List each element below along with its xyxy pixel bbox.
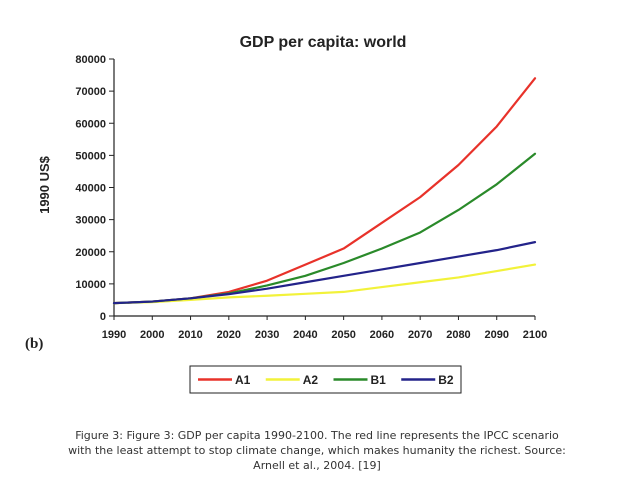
legend-label-b2: B2 xyxy=(438,373,454,387)
x-tick-label: 2000 xyxy=(140,329,164,341)
x-tick-label: 2010 xyxy=(178,329,202,341)
x-tick-label: 2100 xyxy=(523,329,547,341)
series-line-b2 xyxy=(112,241,537,305)
legend-label-a2: A2 xyxy=(303,373,319,387)
y-tick-label: 30000 xyxy=(75,215,106,227)
caption-line-1: Figure 3: Figure 3: GDP per capita 1990-… xyxy=(75,429,559,442)
caption-line-2: with the least attempt to stop climate c… xyxy=(68,444,566,457)
x-tick-label: 2030 xyxy=(255,329,279,341)
x-tick-label: 2090 xyxy=(484,329,508,341)
x-tick-label: 2070 xyxy=(408,329,432,341)
y-axis-label: 1990 US$ xyxy=(37,155,52,214)
legend-label-a1: A1 xyxy=(235,373,251,387)
x-tick-label: 2040 xyxy=(293,329,317,341)
gdp-line-chart: GDP per capita: world 1990 US$ (b) 0 1000… xyxy=(25,34,547,394)
x-tick-label: 2060 xyxy=(370,329,394,341)
y-tick-label: 70000 xyxy=(75,86,106,98)
series-line-a2 xyxy=(112,263,537,305)
legend: A1 A2 B1 B2 xyxy=(189,365,462,394)
x-tick-label: 2050 xyxy=(331,329,355,341)
x-tick-label: 1990 xyxy=(102,329,126,341)
caption-line-3: Arnell et al., 2004. [19] xyxy=(253,459,381,472)
y-tick-label: 80000 xyxy=(75,54,106,66)
chart-title: GDP per capita: world xyxy=(240,34,407,51)
series-line-b1 xyxy=(112,152,537,305)
legend-label-b1: B1 xyxy=(371,373,387,387)
y-tick-label: 60000 xyxy=(75,118,106,130)
plot-area: 0 10000 20000 30000 40000 50000 60000 70000 8000… xyxy=(75,54,547,341)
figure-caption: Figure 3: Figure 3: GDP per capita 1990-… xyxy=(30,428,604,473)
x-tick-label: 2020 xyxy=(217,329,241,341)
y-tick-label: 50000 xyxy=(75,150,106,162)
panel-label: (b) xyxy=(25,336,43,352)
y-tick-label: 20000 xyxy=(75,247,106,259)
x-tick-label: 2080 xyxy=(446,329,470,341)
y-tick-label: 40000 xyxy=(75,183,106,195)
y-tick-label: 0 xyxy=(100,311,106,323)
y-tick-label: 10000 xyxy=(75,279,106,291)
